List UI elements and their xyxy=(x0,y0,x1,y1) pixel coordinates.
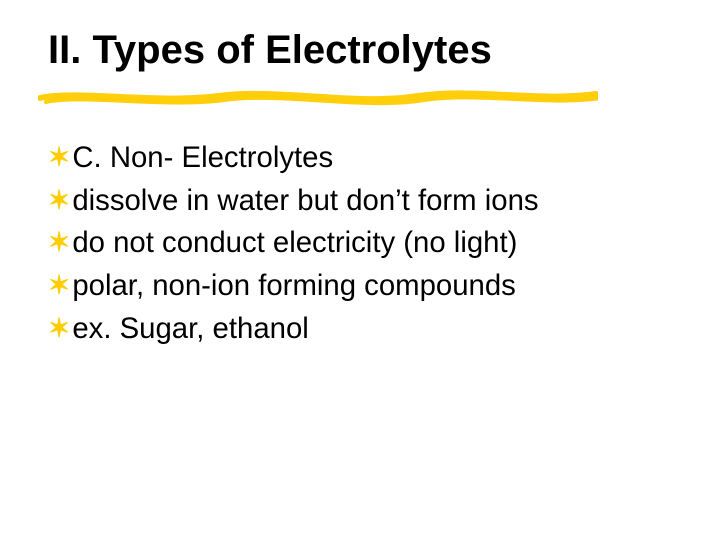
title-underline xyxy=(38,84,598,108)
bullet-text: polar, non-ion forming compounds xyxy=(72,268,515,305)
bullet-text: dissolve in water but don’t form ions xyxy=(72,183,538,220)
bullet-item: ✶C. Non- Electrolytes xyxy=(48,140,668,177)
slide: II. Types of Electrolytes ✶C. Non- Elect… xyxy=(0,0,720,540)
bullet-item: ✶dissolve in water but don’t form ions xyxy=(48,183,668,220)
bullet-item: ✶ex. Sugar, ethanol xyxy=(48,311,668,348)
bullet-item: ✶do not conduct electricity (no light) xyxy=(48,225,668,262)
slide-title: II. Types of Electrolytes xyxy=(48,28,492,73)
starburst-icon: ✶ xyxy=(48,269,70,302)
bullet-text: do not conduct electricity (no light) xyxy=(72,225,517,262)
starburst-icon: ✶ xyxy=(48,141,70,174)
bullet-text: C. Non- Electrolytes xyxy=(72,140,333,177)
starburst-icon: ✶ xyxy=(48,184,70,217)
bullet-text: ex. Sugar, ethanol xyxy=(72,311,308,348)
starburst-icon: ✶ xyxy=(48,312,70,345)
bullet-item: ✶polar, non-ion forming compounds xyxy=(48,268,668,305)
starburst-icon: ✶ xyxy=(48,226,70,259)
bullet-list: ✶C. Non- Electrolytes✶dissolve in water … xyxy=(48,140,668,353)
